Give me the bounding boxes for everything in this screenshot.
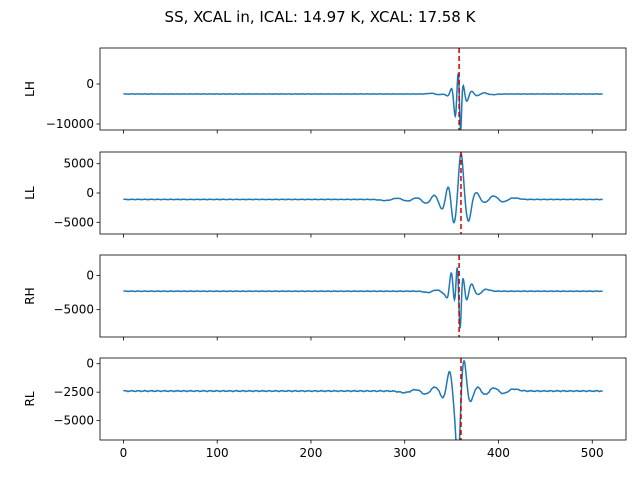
x-tick-label: 200 xyxy=(300,446,323,460)
x-tick-label: 400 xyxy=(487,446,510,460)
y-tick-label: −5000 xyxy=(53,303,94,317)
y-axis-label: RL xyxy=(23,391,37,406)
y-tick-label: −5000 xyxy=(53,215,94,229)
y-tick-label: 0 xyxy=(86,357,94,371)
subplot-ll: −5000 0 5000 LL xyxy=(23,151,627,238)
y-tick-label: 0 xyxy=(86,186,94,200)
subplot-rl: −5000 −2500 0 0 100 200 300 400 500 RL xyxy=(23,357,627,460)
y-tick-label: 0 xyxy=(86,77,94,91)
x-tick-label: 100 xyxy=(206,446,229,460)
series-line xyxy=(122,360,603,440)
subplot-rh: −5000 0 RH xyxy=(23,254,627,341)
y-tick-label: −10000 xyxy=(46,117,94,131)
y-axis-label: LH xyxy=(23,81,37,97)
y-tick-label: 0 xyxy=(86,269,94,283)
series-line xyxy=(123,152,603,224)
axes-frame xyxy=(99,151,627,235)
axes-frame xyxy=(99,254,627,338)
y-axis-label: LL xyxy=(23,186,37,200)
y-tick-label: −2500 xyxy=(53,385,94,399)
series-line xyxy=(123,267,603,329)
series-line xyxy=(123,73,603,130)
subplot-lh: −10000 0 LH xyxy=(23,47,627,134)
figure-title: SS, XCAL in, ICAL: 14.97 K, XCAL: 17.58 … xyxy=(164,8,476,26)
x-tick-label: 300 xyxy=(393,446,416,460)
axes-frame xyxy=(99,357,627,441)
y-tick-label: −5000 xyxy=(53,414,94,428)
x-tick-label: 500 xyxy=(581,446,604,460)
y-tick-label: 5000 xyxy=(63,157,94,171)
y-axis-label: RH xyxy=(23,287,37,304)
axes-frame xyxy=(99,47,627,131)
x-tick-label: 0 xyxy=(120,446,128,460)
